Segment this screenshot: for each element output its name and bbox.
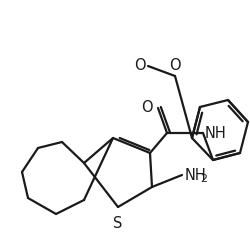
Text: O: O: [169, 58, 181, 73]
Text: S: S: [113, 216, 123, 231]
Text: O: O: [134, 58, 146, 73]
Text: 2: 2: [200, 174, 207, 184]
Text: O: O: [142, 101, 153, 116]
Text: NH: NH: [205, 125, 227, 140]
Text: NH: NH: [185, 168, 207, 183]
